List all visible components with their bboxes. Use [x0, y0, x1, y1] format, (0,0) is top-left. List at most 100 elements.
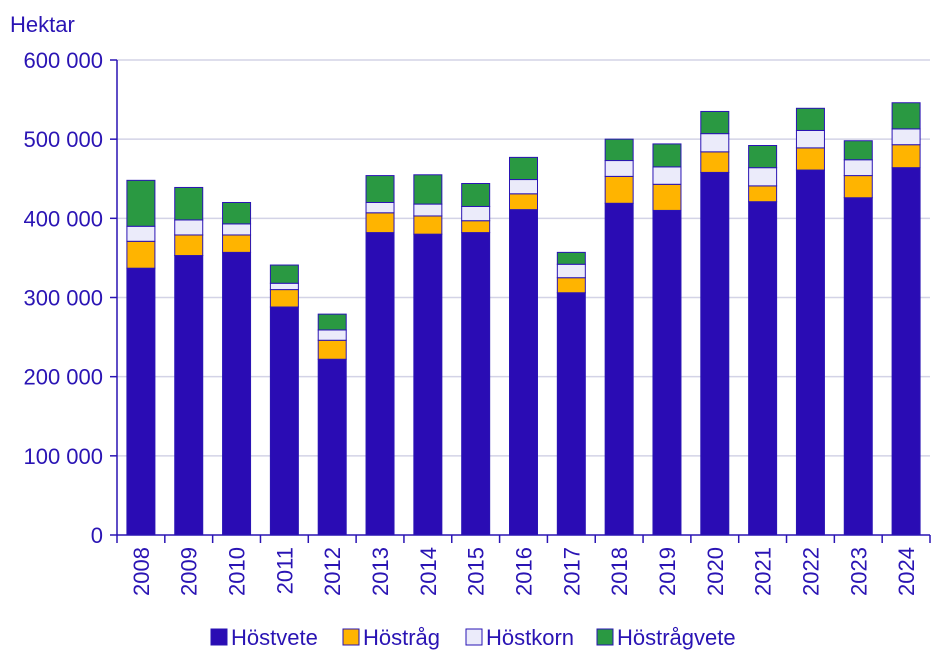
bar-segment-höstkorn: [222, 223, 252, 236]
bar-segment-höstråg: [365, 212, 395, 234]
bar-segment-höstråg: [556, 277, 586, 294]
bar-segment-höstråg: [604, 175, 634, 204]
bar-segment-höstråg: [652, 183, 682, 211]
bar-segment-höstråg: [222, 234, 252, 253]
bar-segment-höstvete: [748, 201, 778, 536]
bar-segment-höstrågvete: [174, 186, 204, 221]
bar-segment-höstrågvete: [795, 107, 825, 131]
bar-segment-höstrågvete: [891, 102, 921, 130]
bar-segment-höstrågvete: [843, 140, 873, 161]
bar-segment-höstrågvete: [222, 202, 252, 225]
x-tick-label: 2014: [416, 547, 441, 596]
legend: Höstvete Höstråg Höstkorn Höstrågvete: [210, 625, 736, 650]
bar-segment-höstrågvete: [413, 174, 443, 205]
bar-segment-höstvete: [556, 292, 586, 536]
bar-segment-höstvete: [843, 197, 873, 536]
legend-label: Höstkorn: [486, 625, 574, 650]
x-tick-label: 2010: [225, 547, 250, 596]
bar-segment-höstrågvete: [748, 145, 778, 169]
bar-segment-höstrågvete: [461, 183, 491, 207]
legend-label: Höstvete: [231, 625, 318, 650]
y-tick-label: 400 000: [23, 206, 103, 231]
x-tick-label: 2017: [559, 547, 584, 596]
x-tick-label: 2015: [464, 547, 489, 596]
bar-segment-höstvete: [174, 255, 204, 536]
x-tick-label: 2012: [320, 547, 345, 596]
bar-segment-höstkorn: [365, 202, 395, 214]
x-tick-label: 2011: [272, 547, 297, 594]
bar-segment-höstrågvete: [317, 313, 347, 331]
bar-segment-höstvete: [509, 209, 538, 536]
legend-label: Höstråg: [363, 625, 440, 650]
bar-segment-höstvete: [891, 167, 921, 536]
bar-segment-höstrågvete: [652, 143, 682, 168]
bar-segment-höstkorn: [843, 159, 873, 177]
bar-segment-höstrågvete: [604, 138, 634, 162]
bar-segment-höstkorn: [748, 167, 778, 187]
legend-swatch-höstråg: [342, 628, 360, 646]
y-tick-label: 200 000: [23, 365, 103, 390]
bar-segment-höstvete: [461, 232, 491, 536]
y-tick-label: 600 000: [23, 48, 103, 73]
bar-segment-höstråg: [317, 339, 347, 360]
bar-segment-höstråg: [126, 240, 156, 269]
bar-segment-höstrågvete: [556, 251, 586, 265]
x-tick-label: 2013: [368, 547, 393, 596]
bar-segment-höstråg: [509, 193, 538, 211]
bar-segment-höstråg: [843, 175, 873, 199]
bar-segment-höstkorn: [126, 225, 156, 242]
bar-segment-höstkorn: [891, 128, 921, 146]
legend-swatch-höstvete: [210, 628, 228, 646]
bar-segment-höstkorn: [700, 133, 730, 153]
x-tick-label: 2020: [703, 547, 728, 596]
bar-segment-höstkorn: [556, 263, 586, 279]
legend-swatch-höstrågvete: [596, 628, 614, 646]
x-tick-label: 2019: [655, 547, 680, 596]
x-tick-label: 2024: [894, 547, 919, 596]
bar-segment-höstkorn: [461, 205, 491, 222]
bar-segment-höstvete: [413, 233, 443, 536]
bar-segment-höstrågvete: [509, 156, 538, 181]
bar-segment-höstrågvete: [700, 110, 730, 135]
bar-segment-höstvete: [269, 306, 299, 536]
y-unit-label: Hektar: [10, 12, 75, 37]
bar-segment-höstråg: [174, 234, 204, 257]
bar-segment-höstvete: [652, 209, 682, 536]
bar-segment-höstkorn: [269, 282, 299, 291]
bar-segment-höstkorn: [174, 219, 204, 236]
y-tick-label: 100 000: [23, 444, 103, 469]
x-tick-label: 2016: [512, 547, 537, 596]
x-tick-label: 2009: [177, 547, 202, 596]
bar-segment-höstvete: [365, 232, 395, 536]
bars: [126, 102, 921, 536]
bar-segment-höstkorn: [413, 203, 443, 217]
bar-segment-höstråg: [461, 220, 491, 234]
bar-segment-höstvete: [222, 251, 252, 536]
bar-segment-höstrågvete: [269, 264, 299, 284]
bar-segment-höstvete: [126, 267, 156, 536]
y-tick-label: 500 000: [23, 127, 103, 152]
legend-swatch-höstkorn: [465, 628, 483, 646]
bar-segment-höstkorn: [652, 166, 682, 185]
bar-segment-höstvete: [700, 171, 730, 536]
bar-segment-höstvete: [604, 202, 634, 536]
y-tick-label: 300 000: [23, 286, 103, 311]
y-tick-label: 0: [91, 523, 103, 548]
bar-segment-höstråg: [700, 151, 730, 173]
bar-segment-höstvete: [317, 358, 347, 536]
bar-segment-höstråg: [413, 215, 443, 235]
bar-segment-höstvete: [795, 169, 825, 536]
bar-segment-höstråg: [891, 144, 921, 169]
bar-segment-höstrågvete: [126, 179, 156, 227]
bar-segment-höstråg: [269, 289, 299, 308]
legend-label: Höstrågvete: [617, 625, 736, 650]
x-tick-label: 2018: [607, 547, 632, 596]
x-tick-label: 2021: [751, 547, 776, 596]
bar-segment-höstkorn: [317, 329, 347, 341]
bar-segment-höstkorn: [509, 179, 538, 195]
bar-segment-höstråg: [748, 185, 778, 203]
bar-segment-höstkorn: [795, 129, 825, 149]
x-tick-label: 2023: [846, 547, 871, 596]
x-tick-label: 2008: [129, 547, 154, 596]
